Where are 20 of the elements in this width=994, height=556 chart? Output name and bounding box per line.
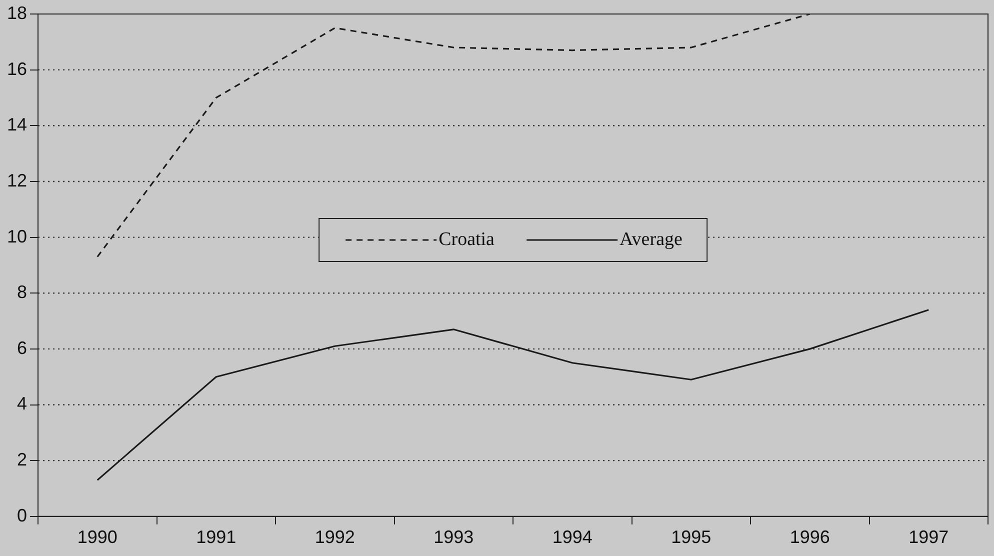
x-tick-label: 1991 — [196, 527, 236, 548]
legend-label: Croatia — [438, 229, 494, 252]
legend-label: Average — [620, 229, 682, 252]
y-tick-label: 8 — [17, 282, 28, 302]
x-tick-label: 1990 — [77, 527, 118, 548]
x-tick-label: 1995 — [671, 527, 712, 548]
y-tick-label: 18 — [6, 2, 28, 23]
y-tick-label: 10 — [6, 226, 28, 246]
x-tick-label: 1996 — [790, 527, 830, 548]
y-tick-label: 14 — [6, 114, 28, 135]
y-tick-label: 0 — [17, 505, 28, 526]
x-tick-label: 1993 — [434, 527, 474, 548]
y-tick-label: 12 — [6, 170, 28, 190]
x-tick-label: 1997 — [908, 527, 949, 548]
y-tick-label: 4 — [17, 394, 28, 414]
x-tick-label: 1992 — [314, 527, 355, 548]
y-tick-label: 16 — [6, 58, 28, 79]
x-tick-label: 1994 — [552, 527, 592, 548]
y-tick-label: 2 — [17, 450, 28, 470]
y-tick-label: 6 — [17, 338, 28, 358]
